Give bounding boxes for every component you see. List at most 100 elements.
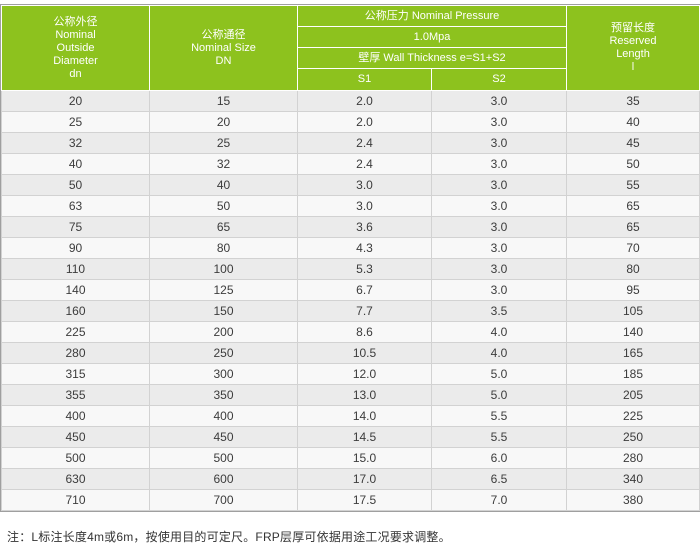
- header-s2: S2: [430, 68, 568, 91]
- table-cell: 250: [566, 426, 700, 448]
- header-s1: S1: [297, 68, 432, 91]
- header-reserved-length: 预留长度 Reserved Length l: [566, 5, 700, 91]
- table-cell: 17.5: [297, 489, 432, 511]
- table-cell: 12.0: [297, 363, 432, 385]
- table-cell: 17.0: [297, 468, 432, 490]
- table-cell: 710: [1, 489, 150, 511]
- table-cell: 6.5: [430, 468, 568, 490]
- table-cell: 4.3: [297, 237, 432, 259]
- table-cell: 40: [149, 174, 298, 196]
- table-cell: 450: [1, 426, 150, 448]
- table-cell: 3.0: [430, 153, 568, 175]
- table-cell: 100: [149, 258, 298, 280]
- table-cell: 6.0: [430, 447, 568, 469]
- table-cell: 50: [1, 174, 150, 196]
- table-cell: 8.6: [297, 321, 432, 343]
- table-cell: 4.0: [430, 321, 568, 343]
- table-cell: 355: [1, 384, 150, 406]
- table-cell: 500: [149, 447, 298, 469]
- table-cell: 50: [149, 195, 298, 217]
- table-cell: 225: [566, 405, 700, 427]
- table-cell: 50: [566, 153, 700, 175]
- table-cell: 5.0: [430, 384, 568, 406]
- table-row: 32 25 2.4 3.0 45: [1, 132, 700, 154]
- table-cell: 5.0: [430, 363, 568, 385]
- table-cell: 125: [149, 279, 298, 301]
- table-cell: 80: [149, 237, 298, 259]
- table-row: 630 600 17.0 6.5 340: [1, 468, 700, 490]
- table-cell: 150: [149, 300, 298, 322]
- table-cell: 3.0: [297, 174, 432, 196]
- table-row: 63 50 3.0 3.0 65: [1, 195, 700, 217]
- table-cell: 25: [1, 111, 150, 133]
- table-cell: 3.0: [430, 132, 568, 154]
- table-cell: 400: [149, 405, 298, 427]
- header-nominal-pressure: 公称压力 Nominal Pressure: [296, 5, 568, 27]
- table-cell: 4.0: [430, 342, 568, 364]
- table-cell: 14.0: [297, 405, 432, 427]
- header-pressure-value: 1.0Mpa: [296, 26, 568, 48]
- table-cell: 250: [149, 342, 298, 364]
- table-cell: 380: [566, 489, 700, 511]
- table-cell: 205: [566, 384, 700, 406]
- table-cell: 40: [1, 153, 150, 175]
- table-cell: 25: [149, 132, 298, 154]
- table-cell: 140: [1, 279, 150, 301]
- table-cell: 3.0: [430, 195, 568, 217]
- table-row: 25 20 2.0 3.0 40: [1, 111, 700, 133]
- table-cell: 95: [566, 279, 700, 301]
- table-cell: 5.5: [430, 426, 568, 448]
- table-cell: 32: [149, 153, 298, 175]
- table-cell: 300: [149, 363, 298, 385]
- table-cell: 7.7: [297, 300, 432, 322]
- table-cell: 2.0: [297, 90, 432, 112]
- table-cell: 3.0: [430, 174, 568, 196]
- table-cell: 340: [566, 468, 700, 490]
- table-cell: 40: [566, 111, 700, 133]
- table-cell: 3.0: [430, 90, 568, 112]
- table-cell: 15.0: [297, 447, 432, 469]
- table-cell: 14.5: [297, 426, 432, 448]
- table-row: 500 500 15.0 6.0 280: [1, 447, 700, 469]
- table-header: 公称外径 Nominal Outside Diameter dn 公称通径 No…: [1, 5, 700, 91]
- table-row: 400 400 14.0 5.5 225: [1, 405, 700, 427]
- table-cell: 3.0: [430, 111, 568, 133]
- table-row: 20 15 2.0 3.0 35: [1, 90, 700, 112]
- table-cell: 6.7: [297, 279, 432, 301]
- table-cell: 185: [566, 363, 700, 385]
- table-cell: 600: [149, 468, 298, 490]
- table-cell: 630: [1, 468, 150, 490]
- table-cell: 3.0: [430, 237, 568, 259]
- table-cell: 20: [1, 90, 150, 112]
- table-cell: 2.4: [297, 132, 432, 154]
- table-cell: 7.0: [430, 489, 568, 511]
- table-body: 20 15 2.0 3.0 35 25 20 2.0 3.0 40 32 25 2.4 3.0 45 40 32…: [1, 90, 700, 511]
- header-nominal-size: 公称通径 Nominal Size DN: [149, 5, 298, 91]
- table-cell: 110: [1, 258, 150, 280]
- footnote: 注：L标注长度4m或6m，按使用目的可定尺。FRP层厚可依据用途工况要求调整。: [7, 530, 451, 544]
- table-cell: 3.6: [297, 216, 432, 238]
- table-cell: 32: [1, 132, 150, 154]
- table-cell: 20: [149, 111, 298, 133]
- table-row: 50 40 3.0 3.0 55: [1, 174, 700, 196]
- header-wall-thickness: 壁厚 Wall Thickness e=S1+S2: [296, 47, 568, 69]
- spec-table: 公称外径 Nominal Outside Diameter dn 公称通径 No…: [1, 5, 700, 511]
- table-cell: 90: [1, 237, 150, 259]
- table-row: 160 150 7.7 3.5 105: [1, 300, 700, 322]
- table-cell: 45: [566, 132, 700, 154]
- table-cell: 400: [1, 405, 150, 427]
- table-cell: 350: [149, 384, 298, 406]
- table-cell: 63: [1, 195, 150, 217]
- table-cell: 3.5: [430, 300, 568, 322]
- table-cell: 65: [149, 216, 298, 238]
- table-cell: 65: [566, 216, 700, 238]
- table-cell: 280: [1, 342, 150, 364]
- table-cell: 160: [1, 300, 150, 322]
- table-row: 710 700 17.5 7.0 380: [1, 489, 700, 511]
- table-cell: 10.5: [297, 342, 432, 364]
- table-cell: 315: [1, 363, 150, 385]
- table-cell: 105: [566, 300, 700, 322]
- table-cell: 2.0: [297, 111, 432, 133]
- table-cell: 13.0: [297, 384, 432, 406]
- table-row: 225 200 8.6 4.0 140: [1, 321, 700, 343]
